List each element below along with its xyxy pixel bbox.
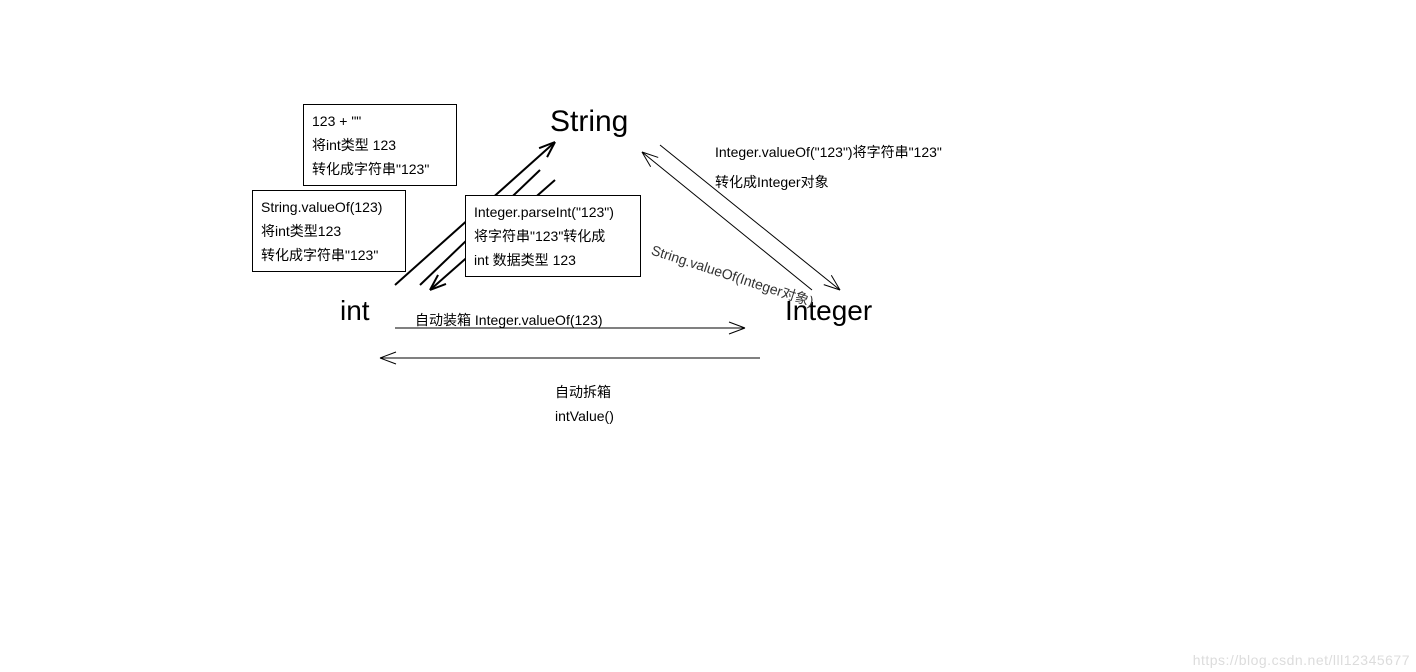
label-integer-to-int-1: 自动拆箱 — [555, 382, 611, 402]
arrowhead-int-to-integer-r — [729, 328, 745, 334]
node-string: String — [550, 105, 628, 139]
label-string-to-integer-1: Integer.valueOf("123")将字符串"123" — [715, 142, 942, 162]
watermark: https://blog.csdn.net/lll12345677 — [1193, 652, 1410, 668]
box-integer-parseint: Integer.parseInt("123") 将字符串"123"转化成 int… — [465, 195, 641, 277]
box2-line1: String.valueOf(123) — [261, 195, 397, 219]
box-string-valueof-int: String.valueOf(123) 将int类型123 转化成字符串"123… — [252, 190, 406, 272]
arrowhead-integer-to-int-r — [380, 352, 396, 358]
box2-line3: 转化成字符串"123" — [261, 243, 397, 267]
label-int-to-integer: 自动装箱 Integer.valueOf(123) — [415, 310, 603, 330]
node-int: int — [340, 295, 370, 327]
box1-line2: 将int类型 123 — [312, 133, 448, 157]
box1-line3: 转化成字符串"123" — [312, 157, 448, 181]
box3-line1: Integer.parseInt("123") — [474, 200, 632, 224]
arrowhead-int-to-integer-l — [729, 322, 745, 328]
label-integer-to-int-2: intValue() — [555, 408, 614, 424]
box-int-plus-empty: 123 + "" 将int类型 123 转化成字符串"123" — [303, 104, 457, 186]
diagram-edges — [0, 0, 1416, 672]
box2-line2: 将int类型123 — [261, 219, 397, 243]
box3-line3: int 数据类型 123 — [474, 248, 632, 272]
arrowhead-integer-to-int-l — [380, 358, 396, 364]
box3-line2: 将字符串"123"转化成 — [474, 224, 632, 248]
label-string-to-integer-2: 转化成Integer对象 — [715, 172, 829, 192]
box1-line1: 123 + "" — [312, 109, 448, 133]
